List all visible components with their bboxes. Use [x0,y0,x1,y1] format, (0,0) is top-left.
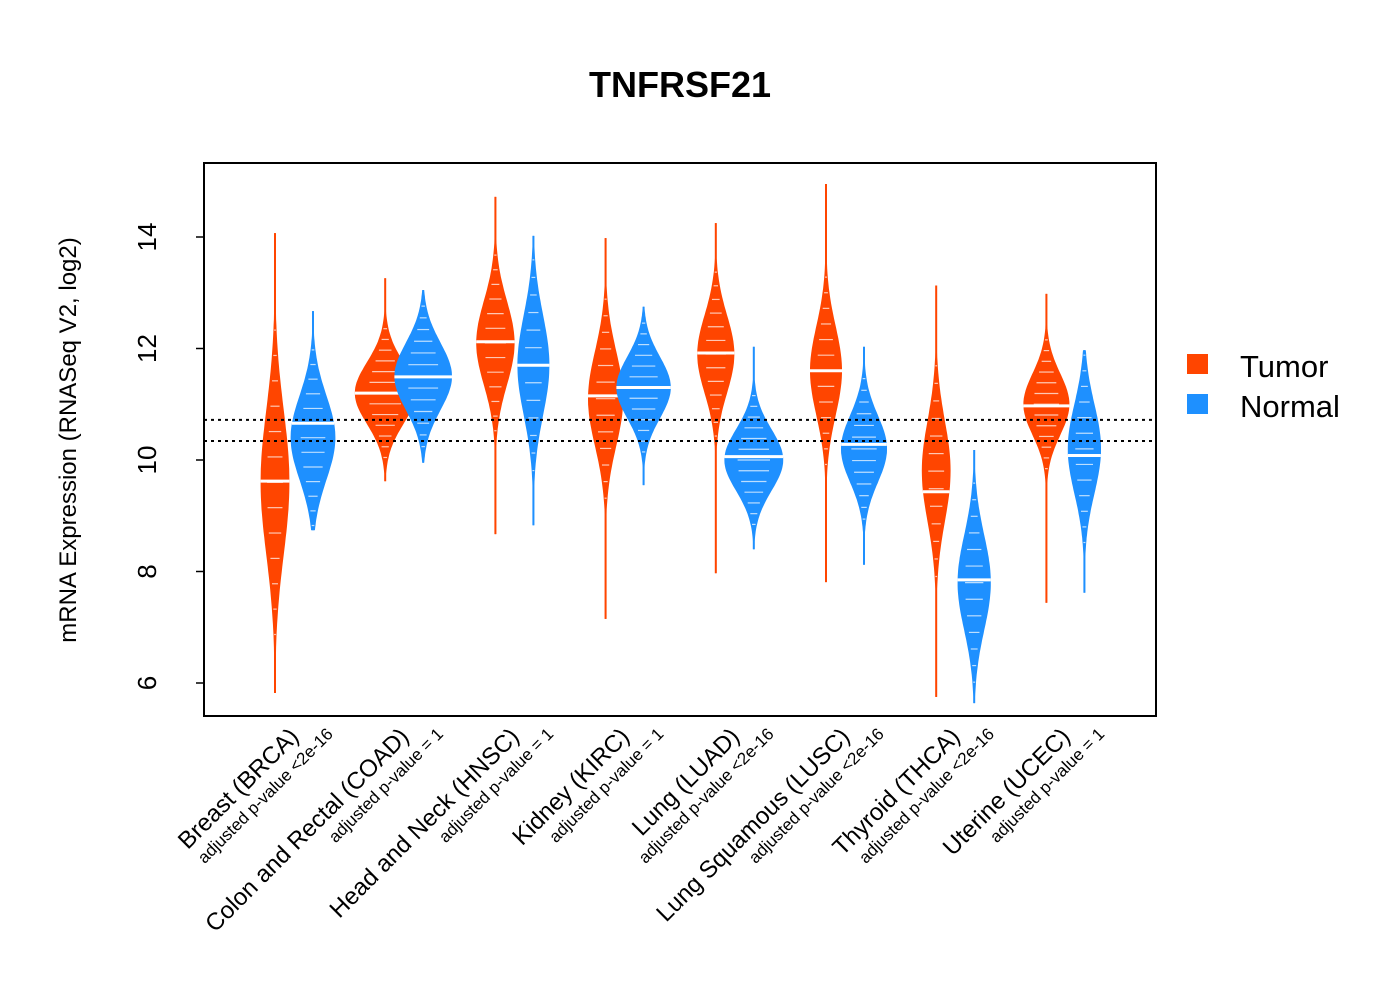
violin-body [260,233,290,693]
violin-body [290,311,336,531]
violin-normal-0 [290,311,336,531]
violin-normal-5 [841,346,887,565]
y-tick-label: 6 [132,676,162,690]
violin-normal-7 [1067,350,1101,593]
plot-frame [203,162,1157,717]
violin-body [1023,293,1070,603]
violin-body [724,346,784,550]
violin-body [810,184,842,583]
x-axis-labels: Breast (BRCA)adjusted p-value <2e-16Colo… [173,723,1108,937]
chart-title: TNFRSF21 [589,64,771,105]
violin-body [476,196,515,535]
y-axis: 6 8 10 12 14 [132,223,204,690]
y-tick-label: 14 [132,223,162,252]
violin-body [697,223,735,574]
violins [260,184,1101,704]
violin-normal-6 [957,449,991,704]
violin-body [517,235,550,526]
violin-body [957,450,991,704]
reference-lines [204,418,1156,443]
violin-body [616,306,671,486]
legend-label-normal: Normal [1240,389,1340,424]
violin-body [354,278,416,482]
violin-tumor-3 [588,238,624,619]
y-tick-label: 12 [132,334,162,363]
violin-body [841,346,887,565]
y-axis-label: mRNA Expression (RNASeq V2, log2) [55,237,82,643]
violin-tumor-7 [1023,293,1070,603]
legend-swatch-tumor [1187,354,1208,374]
violin-tumor-4 [697,223,735,574]
legend-swatch-normal [1187,394,1208,414]
violin-normal-2 [517,235,550,526]
violin-normal-4 [724,346,784,550]
violin-tumor-2 [476,196,515,535]
violin-tumor-6 [921,285,951,697]
violin-body [588,238,624,619]
y-tick-label: 8 [132,564,162,578]
violin-tumor-5 [810,184,842,583]
violin-tumor-0 [260,233,290,694]
violin-normal-1 [394,289,452,463]
legend-label-tumor: Tumor [1240,349,1328,384]
violin-normal-3 [616,306,671,486]
legend: Tumor Normal [1187,349,1340,424]
violin-body [1067,350,1101,593]
y-tick-label: 10 [132,446,162,475]
